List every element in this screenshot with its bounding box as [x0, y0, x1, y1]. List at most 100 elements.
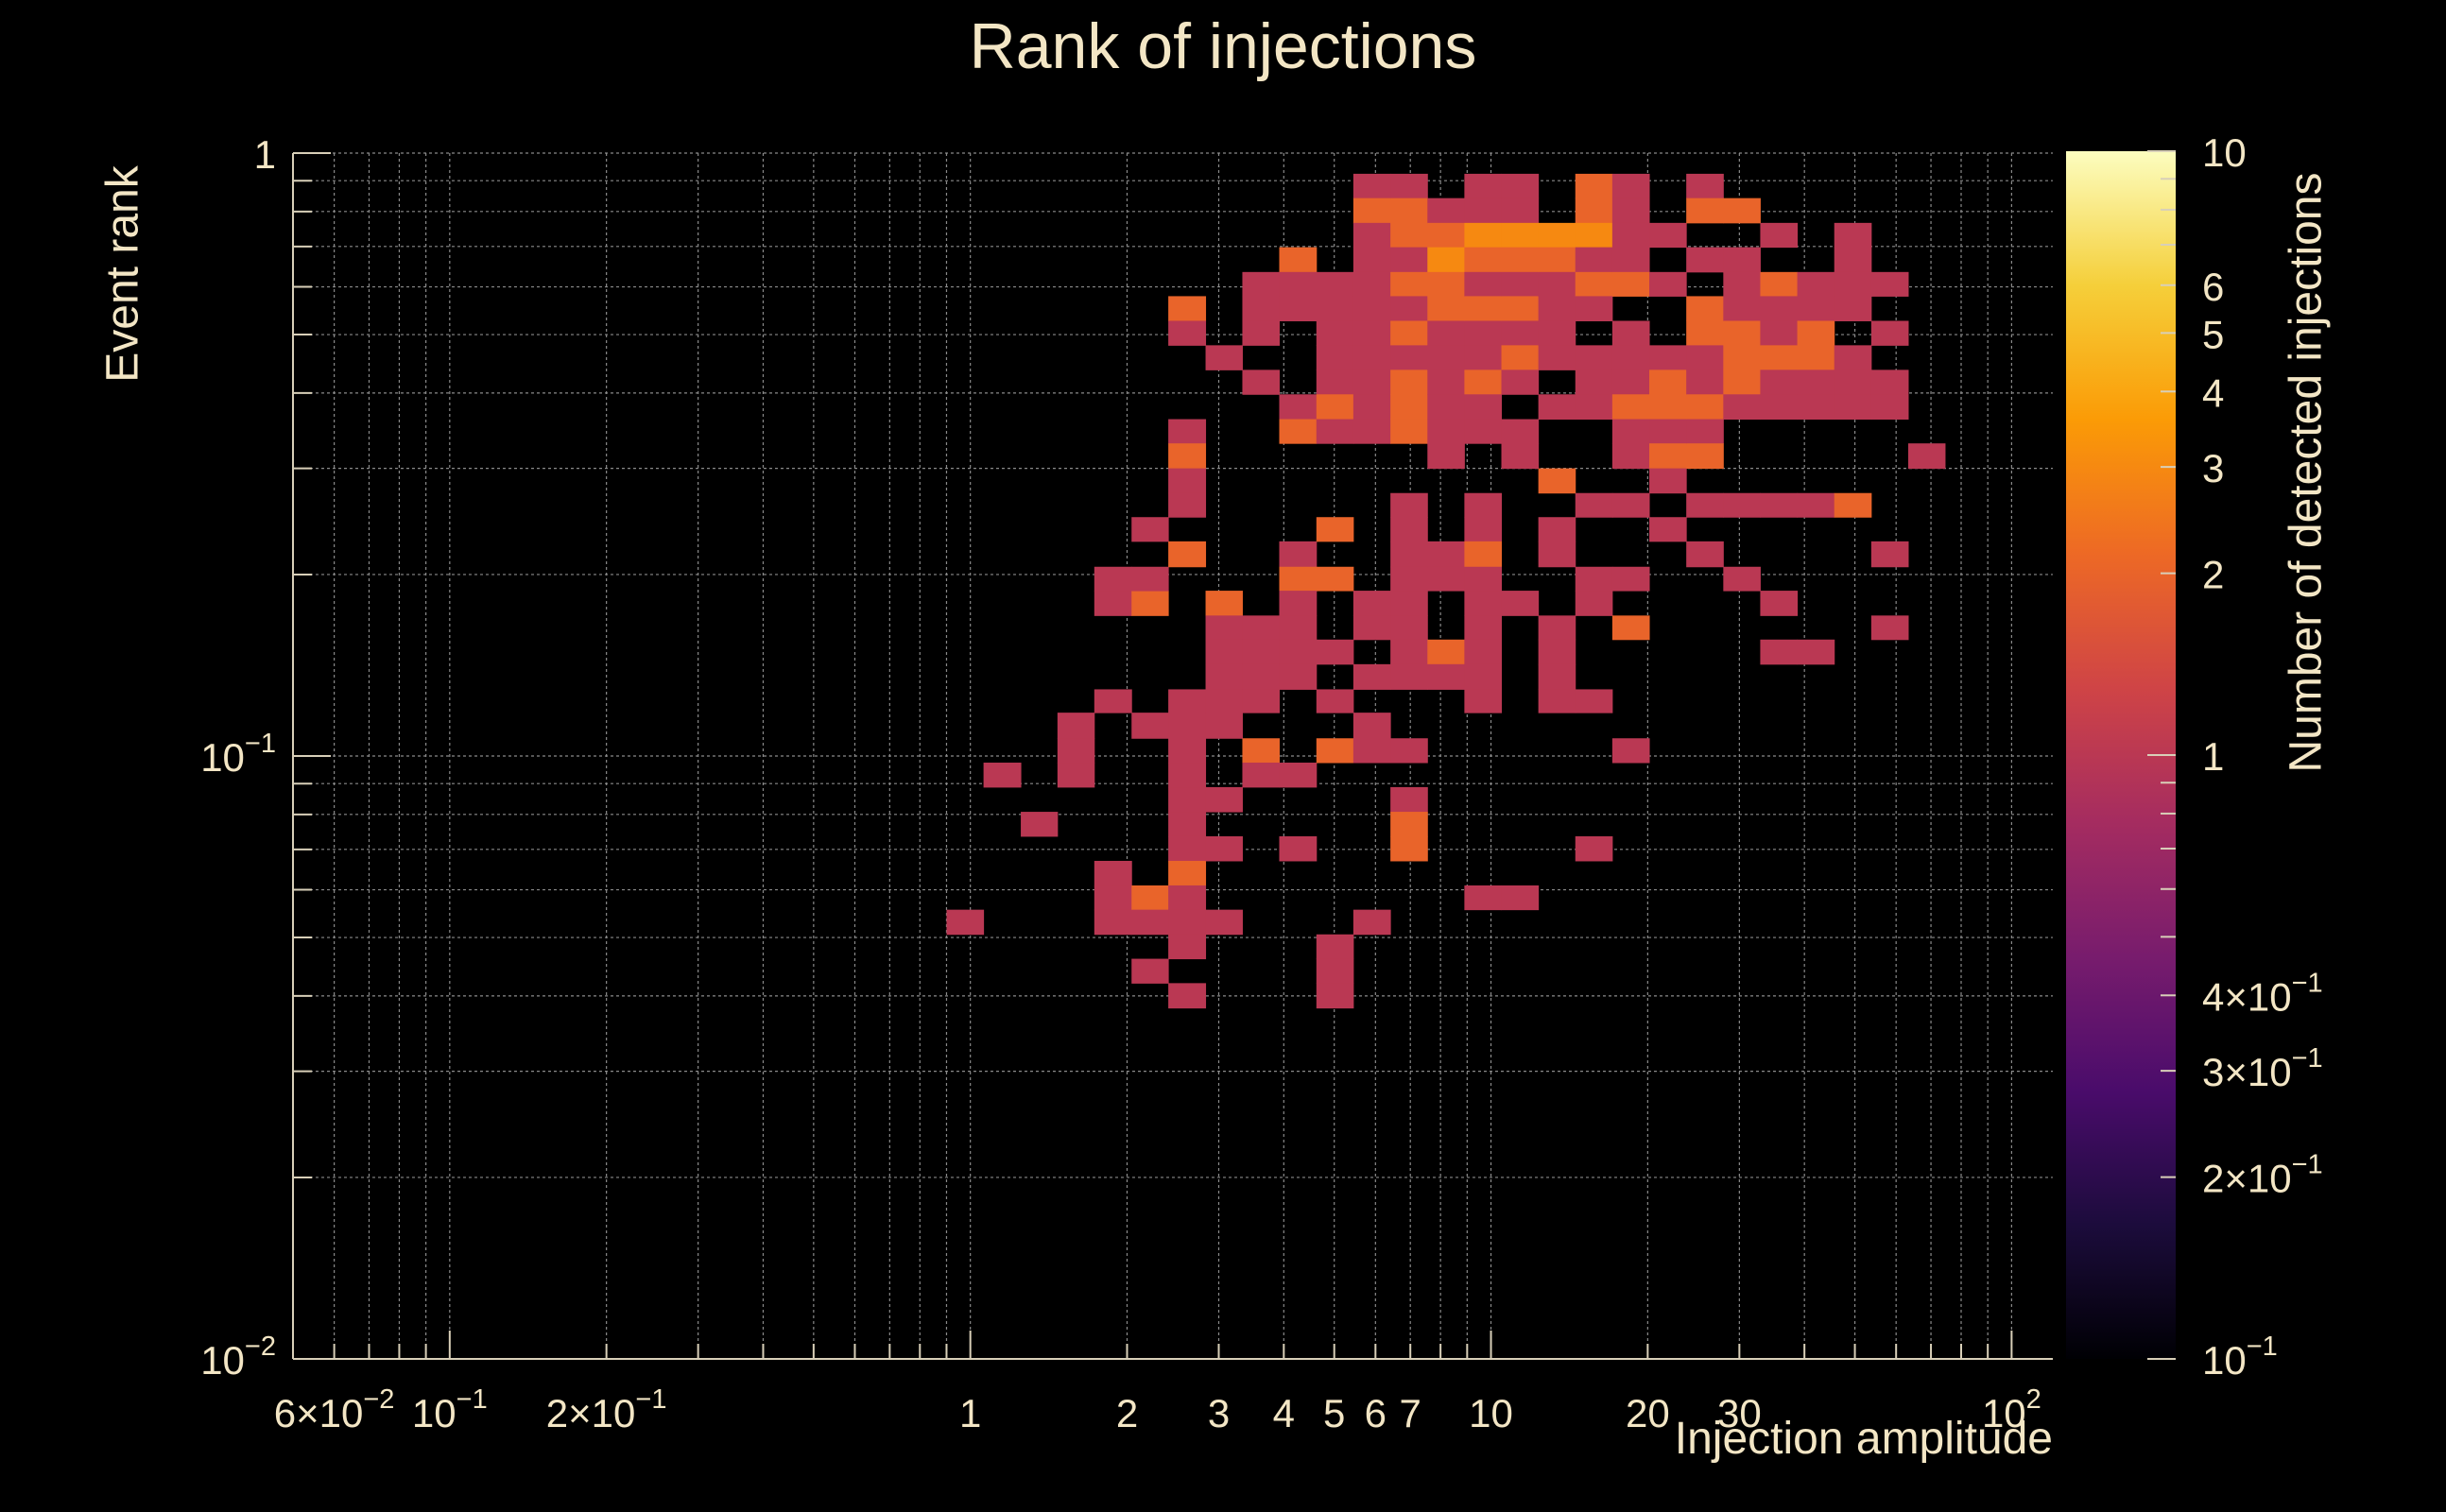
heatmap-cell [1168, 934, 1207, 960]
heatmap-cell [1797, 492, 1835, 518]
heatmap-cell [1427, 369, 1465, 395]
heatmap-cell [1797, 345, 1835, 370]
heatmap-cell [1538, 247, 1576, 273]
heatmap-cell [1390, 296, 1428, 321]
heatmap-cell [1168, 763, 1207, 788]
heatmap-cell [1464, 419, 1503, 444]
heatmap-cell [1390, 738, 1428, 764]
heatmap-cell [1649, 222, 1687, 249]
heatmap-cell [1760, 222, 1799, 249]
heatmap-cells [946, 173, 1946, 1009]
heatmap-cell [1316, 983, 1354, 1009]
heatmap-cell [1094, 591, 1132, 616]
heatmap-cell [1427, 320, 1465, 346]
heatmap-cell [1168, 492, 1207, 518]
heatmap-cell [1390, 198, 1428, 224]
heatmap-cell [1168, 419, 1207, 444]
heatmap-cell [1760, 271, 1799, 297]
colorbar-tick-label: 4×10−1 [2202, 968, 2323, 1019]
heatmap-cell [1649, 443, 1687, 470]
heatmap-cell [1390, 345, 1428, 370]
heatmap-cell [1205, 909, 1243, 936]
heatmap-cell [1464, 296, 1503, 321]
heatmap-cell [1575, 271, 1613, 297]
heatmap-cell [1575, 492, 1613, 518]
heatmap-cell [1464, 591, 1503, 616]
heatmap-cell [1316, 369, 1354, 395]
y-tick-label: 10−2 [200, 1332, 276, 1383]
heatmap-cell [1575, 566, 1613, 592]
heatmap-cell [1575, 247, 1613, 273]
heatmap-cell [1242, 296, 1280, 321]
heatmap-cell [1168, 296, 1207, 321]
heatmap-cell [1575, 222, 1613, 249]
heatmap-cell [1279, 835, 1318, 862]
x-tick-label: 6×10−2 [274, 1384, 395, 1435]
heatmap-cell [1870, 369, 1909, 395]
heatmap-cell [1242, 639, 1280, 665]
heatmap-cell [1834, 222, 1872, 249]
heatmap-cell [1390, 320, 1428, 346]
heatmap-cell [1168, 885, 1207, 911]
x-tick-label: 3 [1208, 1391, 1230, 1435]
heatmap-cell [1611, 345, 1650, 370]
heatmap-cell [1094, 860, 1132, 886]
heatmap-cell [1390, 615, 1428, 641]
heatmap-cell [1464, 689, 1503, 713]
heatmap-cell [1427, 296, 1465, 321]
heatmap-cell [1279, 763, 1318, 788]
heatmap-cell [1686, 320, 1724, 346]
heatmap-cell [1427, 394, 1465, 421]
heatmap-cell [1390, 566, 1428, 592]
heatmap-cell [1316, 320, 1354, 346]
heatmap-cell [1834, 369, 1872, 395]
heatmap-cell [1649, 419, 1687, 444]
heatmap-cell [1464, 198, 1503, 224]
heatmap-cell [1427, 247, 1465, 273]
heatmap-cell [1352, 345, 1391, 370]
heatmap-cell [1242, 663, 1280, 690]
heatmap-cell [1464, 615, 1503, 641]
heatmap-cell [1057, 713, 1095, 739]
heatmap-cell [1205, 663, 1243, 690]
heatmap-cell [1834, 394, 1872, 421]
heatmap-cell [1575, 689, 1613, 713]
x-tick-label: 2×10−1 [546, 1384, 667, 1435]
heatmap-cell [1168, 983, 1207, 1009]
heatmap-cell [1464, 639, 1503, 665]
heatmap-cell [1427, 566, 1465, 592]
heatmap-cell [1390, 812, 1428, 837]
y-tick-label: 10−1 [200, 729, 276, 780]
heatmap-cell [1168, 443, 1207, 470]
heatmap-cell [1352, 271, 1391, 297]
heatmap-cell [1316, 689, 1354, 713]
heatmap-cell [1501, 296, 1540, 321]
heatmap-cell [1870, 271, 1909, 297]
x-tick-label: 102 [1982, 1384, 2041, 1435]
heatmap-cell [1205, 713, 1243, 739]
heatmap-cell [1094, 909, 1132, 936]
x-axis-label: Injection amplitude [1674, 1414, 2053, 1464]
heatmap-cell [1538, 394, 1576, 421]
heatmap-cell [1464, 369, 1503, 395]
heatmap-cell [1797, 394, 1835, 421]
heatmap-cell [1575, 198, 1613, 224]
heatmap-cell [1464, 885, 1503, 911]
axes: 6×10−2 10−1 2×10−1 1 2 3 4 5 6 7 10 20 30 102 1 10−1 10−… [200, 132, 2053, 1435]
heatmap-cell [1464, 247, 1503, 273]
heatmap-cell [1464, 517, 1503, 542]
heatmap-cell [1538, 663, 1576, 690]
heatmap-cell [1352, 713, 1391, 739]
colorbar-tick-label: 3×10−1 [2202, 1043, 2323, 1094]
heatmap-cell [1131, 885, 1169, 911]
heatmap-cell [1205, 835, 1243, 862]
heatmap-cell [1538, 468, 1576, 494]
heatmap-cell [1501, 443, 1540, 470]
heatmap-cell [1131, 517, 1169, 542]
heatmap-cell [1723, 369, 1761, 395]
heatmap-cell [1279, 296, 1318, 321]
heatmap-cell [1723, 566, 1761, 592]
heatmap-cell [1427, 541, 1465, 568]
heatmap-cell [1131, 958, 1169, 984]
colorbar-tick-label: 1 [2202, 734, 2224, 779]
